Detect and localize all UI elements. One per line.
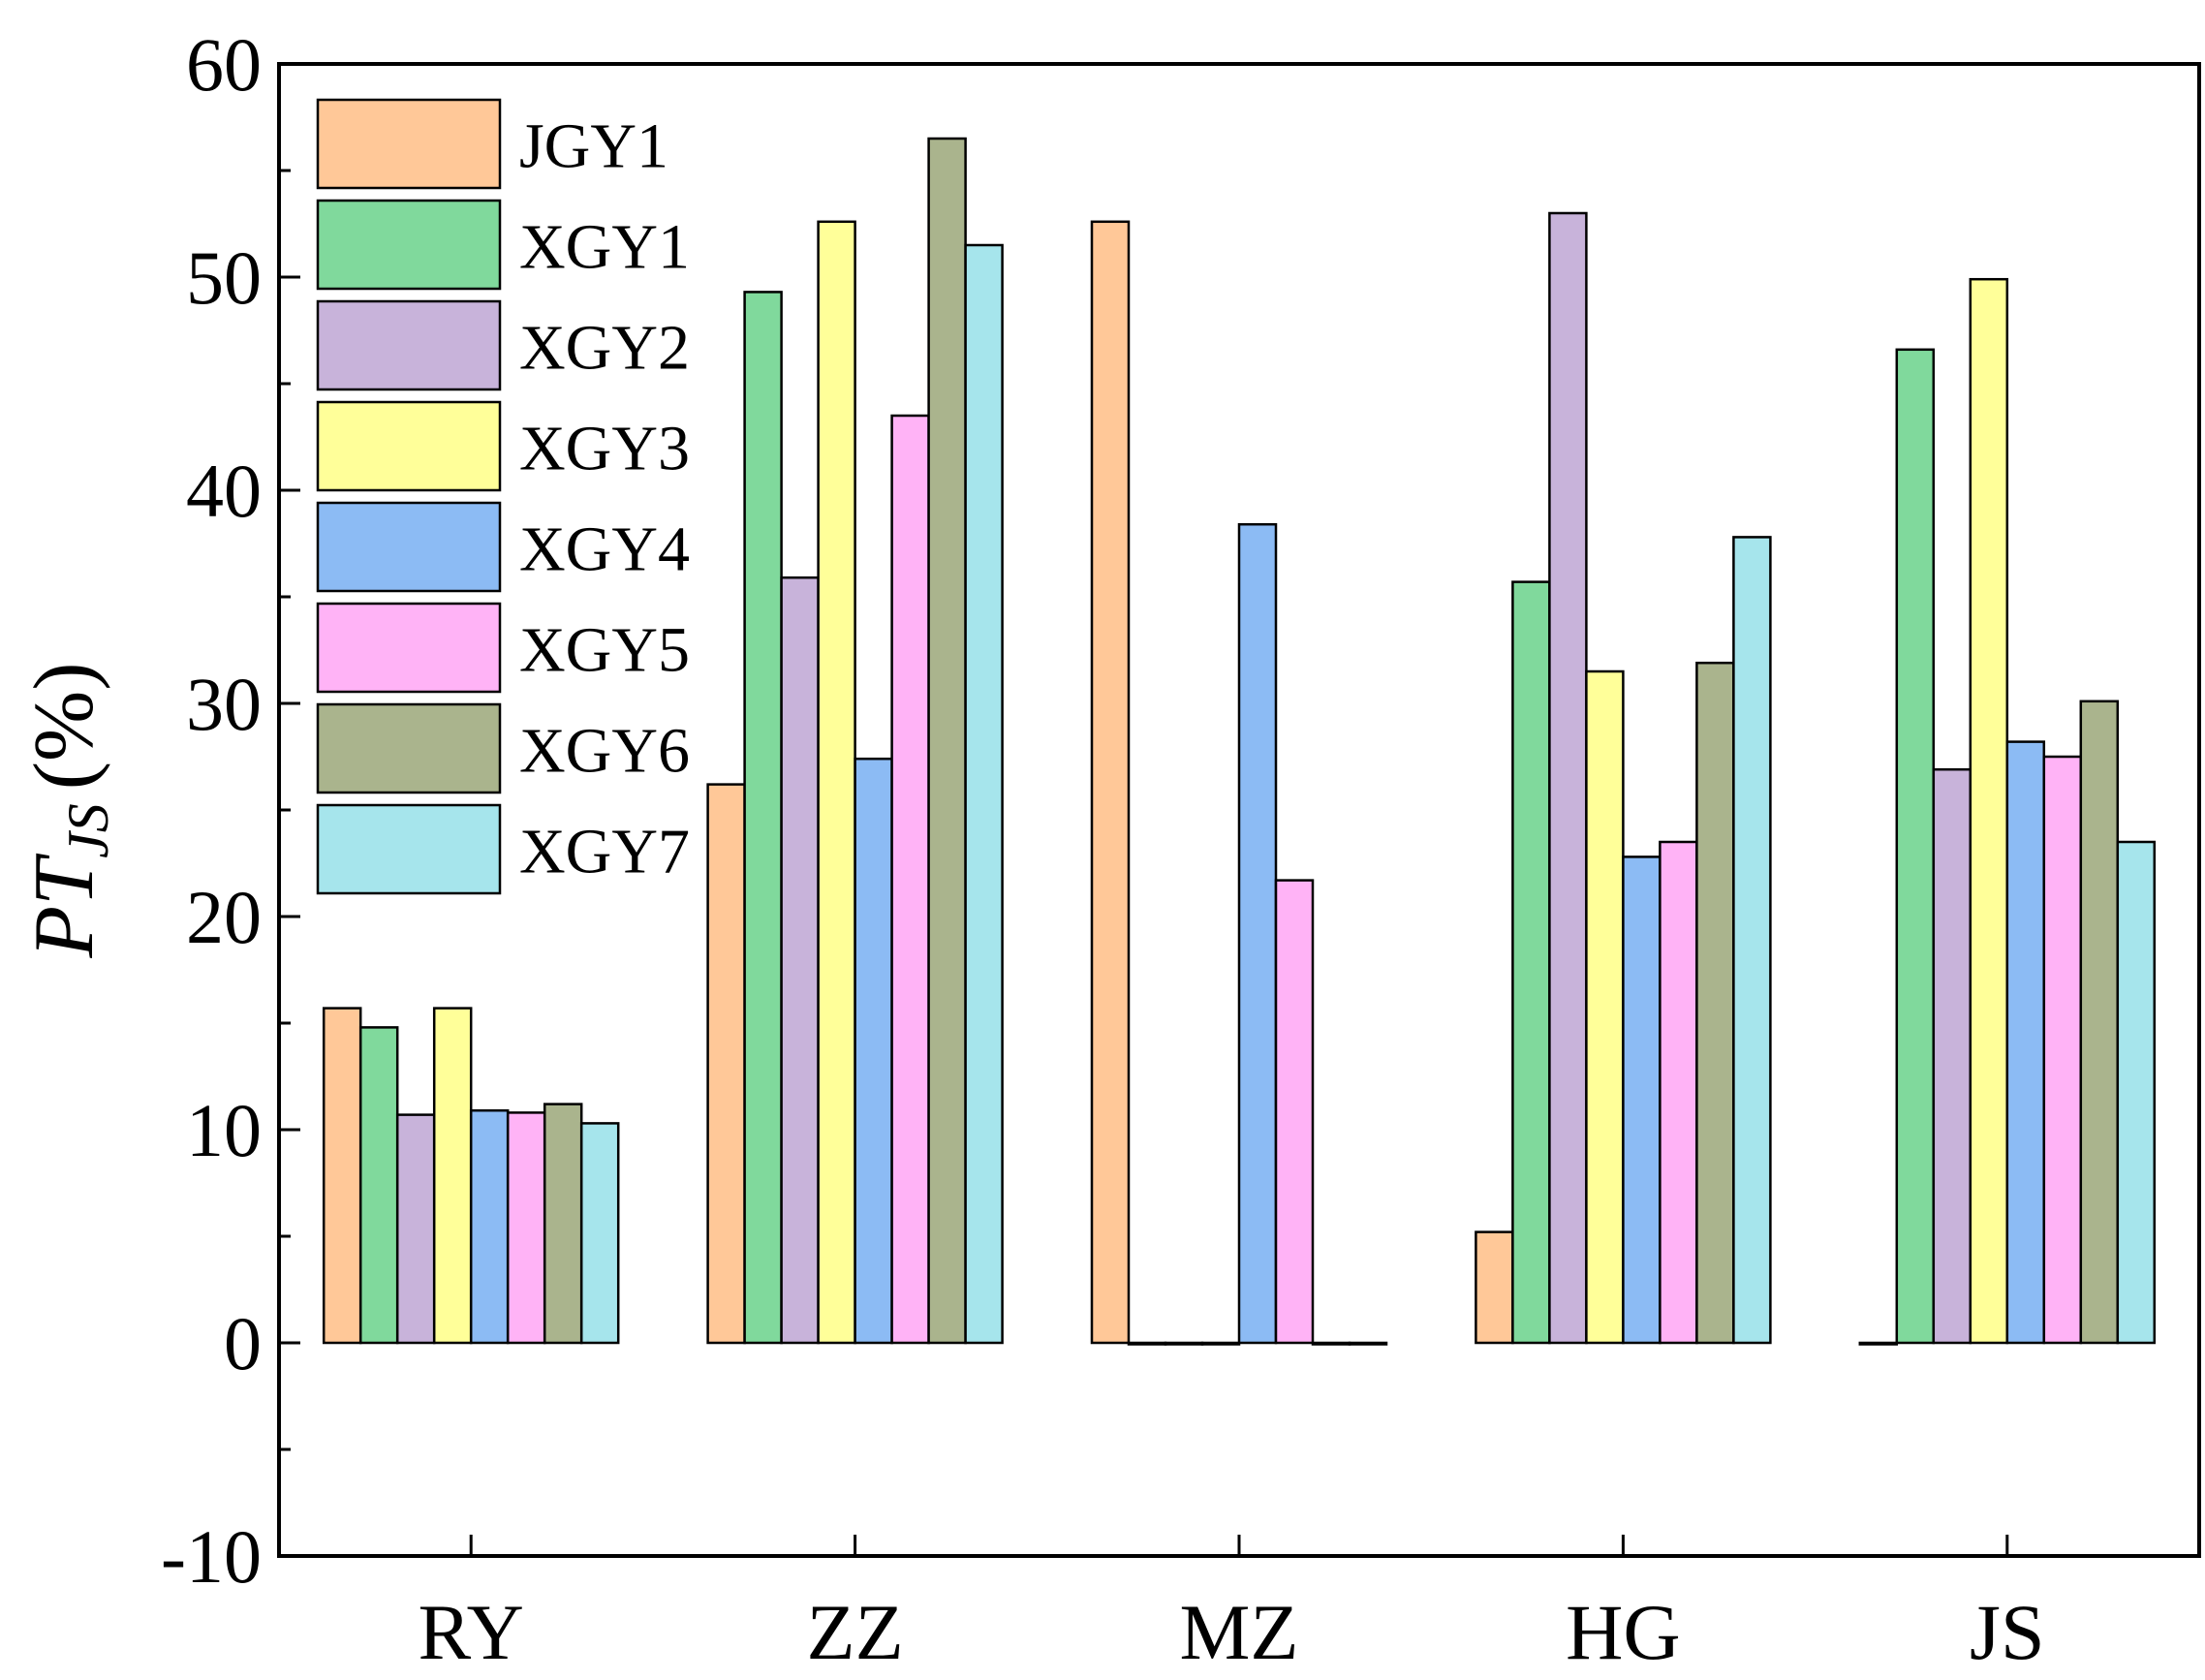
x-tick-label-zz: ZZ <box>807 1588 904 1676</box>
bar-xgy3-zz <box>817 220 856 1345</box>
legend-swatch-xgy6 <box>316 702 502 794</box>
legend-label-xgy4: XGY4 <box>519 514 690 585</box>
legend-label-xgy7: XGY7 <box>519 817 690 887</box>
bar-xgy6-hg <box>1695 661 1735 1345</box>
x-tick-label-ry: RY <box>419 1588 524 1676</box>
bar-xgy5-zz <box>890 414 930 1345</box>
bar-xgy1-zz <box>743 291 783 1345</box>
y-axis-label-unit: (%) <box>17 662 111 790</box>
legend-swatch-xgy1 <box>316 199 502 291</box>
bar-xgy2-zz <box>780 576 820 1345</box>
legend-swatch-xgy3 <box>316 400 502 492</box>
y-tick-label: 40 <box>186 449 262 533</box>
bar-xgy6-zz <box>927 137 967 1345</box>
bars-layer <box>322 137 2157 1346</box>
legend-swatch-xgy7 <box>316 803 502 895</box>
bar-xgy7-mz <box>1348 1341 1388 1346</box>
x-tick-label-hg: HG <box>1566 1588 1680 1676</box>
bar-xgy3-js <box>1969 277 2009 1345</box>
y-tick-label: 10 <box>186 1088 262 1172</box>
bar-xgy7-zz <box>964 243 1004 1345</box>
bar-xgy5-mz <box>1274 879 1315 1345</box>
bar-xgy1-mz <box>1127 1341 1167 1346</box>
y-tick-label: 20 <box>186 875 262 959</box>
bar-xgy1-ry <box>358 1026 399 1345</box>
bar-jgy1-ry <box>322 1007 362 1345</box>
bar-xgy4-ry <box>469 1108 510 1345</box>
bar-jgy1-js <box>1858 1341 1899 1346</box>
y-tick-label: 60 <box>186 22 262 107</box>
bar-xgy7-ry <box>579 1122 620 1345</box>
bar-xgy5-hg <box>1659 840 1698 1345</box>
bar-xgy2-hg <box>1548 211 1588 1345</box>
legend-swatch-xgy5 <box>316 602 502 694</box>
bar-jgy1-zz <box>706 783 746 1345</box>
bar-xgy3-mz <box>1200 1341 1241 1346</box>
bar-jgy1-mz <box>1090 220 1131 1345</box>
legend: JGY1 XGY1 XGY2 XGY3 XGY4 XGY5 XGY6 XGY7 <box>316 98 690 895</box>
y-tick-label: 0 <box>224 1301 262 1385</box>
bar-xgy1-hg <box>1511 580 1551 1345</box>
bar-xgy4-zz <box>854 757 893 1345</box>
bar-xgy2-js <box>1932 767 1972 1345</box>
legend-label-jgy1: JGY1 <box>519 111 668 182</box>
bar-xgy6-mz <box>1311 1341 1351 1346</box>
y-tick-label: 30 <box>186 662 262 746</box>
bar-jgy1-hg <box>1475 1230 1514 1345</box>
y-tick-label: -10 <box>161 1514 262 1599</box>
bar-xgy7-js <box>2116 840 2157 1345</box>
y-axis: -10 0 10 20 30 40 50 60 <box>161 22 300 1599</box>
bar-xgy2-mz <box>1164 1341 1204 1346</box>
bar-xgy3-ry <box>432 1007 473 1345</box>
bar-xgy4-mz <box>1237 522 1278 1345</box>
bar-xgy1-js <box>1895 348 1936 1345</box>
y-axis-label-main: PT <box>17 853 111 959</box>
x-tick-label-js: JS <box>1970 1588 2045 1676</box>
bar-xgy6-ry <box>543 1103 583 1345</box>
y-tick-label: 50 <box>186 235 262 320</box>
bar-xgy5-ry <box>506 1111 546 1345</box>
legend-swatch-jgy1 <box>316 98 502 190</box>
y-axis-label-sub: JS <box>56 803 120 858</box>
bar-xgy3-hg <box>1585 669 1625 1345</box>
bar-xgy4-js <box>2005 740 2046 1345</box>
bar-xgy4-hg <box>1622 856 1662 1345</box>
x-tick-label-mz: MZ <box>1180 1588 1299 1676</box>
y-axis-label: PTJS (%) <box>17 662 120 958</box>
legend-label-xgy5: XGY5 <box>519 615 690 686</box>
bar-xgy7-hg <box>1732 536 1772 1345</box>
legend-label-xgy2: XGY2 <box>519 313 690 384</box>
legend-label-xgy6: XGY6 <box>519 716 690 787</box>
legend-label-xgy1: XGY1 <box>519 212 690 283</box>
legend-swatch-xgy2 <box>316 299 502 391</box>
legend-swatch-xgy4 <box>316 501 502 593</box>
bar-xgy5-js <box>2042 755 2083 1345</box>
bar-xgy6-js <box>2079 700 2120 1345</box>
legend-label-xgy3: XGY3 <box>519 414 690 484</box>
bar-xgy2-ry <box>395 1113 436 1345</box>
x-axis: RY ZZ MZ HG JS <box>419 1535 2045 1676</box>
